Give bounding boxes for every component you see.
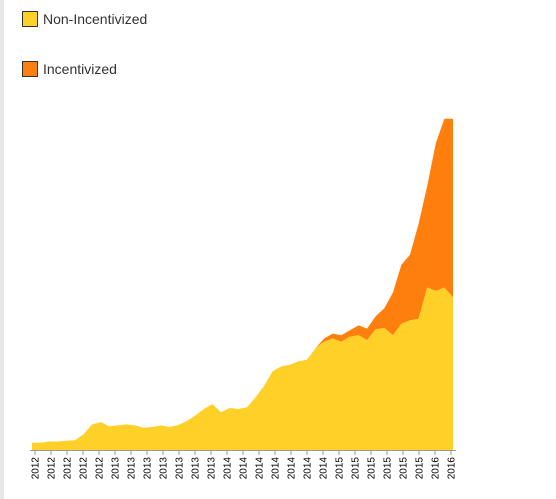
x-tick-label: 2012 xyxy=(31,457,42,480)
x-tick-label: 2013 xyxy=(175,457,186,480)
legend-item-incentivized[interactable]: Incentivized xyxy=(22,58,147,80)
x-tick-label: 2012 xyxy=(95,457,106,480)
x-tick-label: 2012 xyxy=(63,457,74,480)
legend-label-non-incentivized: Non-Incentivized xyxy=(43,11,148,27)
x-tick-label: 2014 xyxy=(319,457,330,480)
x-tick-label: 2016 xyxy=(431,457,442,480)
legend-item-non-incentivized[interactable]: Non-Incentivized xyxy=(22,8,147,30)
area-non-incentivized xyxy=(32,287,453,450)
x-tick-label: 2013 xyxy=(191,457,202,480)
x-tick-label: 2012 xyxy=(47,457,58,480)
x-tick-label: 2013 xyxy=(127,457,138,480)
x-tick-label: 2015 xyxy=(415,457,426,480)
left-border xyxy=(0,0,4,499)
x-tick-label: 2013 xyxy=(159,457,170,480)
x-tick-label: 2015 xyxy=(351,457,362,480)
x-tick-label: 2013 xyxy=(207,457,218,480)
x-tick-label: 2014 xyxy=(303,457,314,480)
x-tick-label: 2014 xyxy=(287,457,298,480)
x-tick-label: 2015 xyxy=(399,457,410,480)
x-tick-label: 2016 xyxy=(447,457,458,480)
x-tick-label: 2013 xyxy=(111,457,122,480)
legend-label-incentivized: Incentivized xyxy=(43,61,117,77)
x-tick-label: 2012 xyxy=(79,457,90,480)
x-tick-label: 2015 xyxy=(335,457,346,480)
legend-swatch-incentivized xyxy=(22,61,38,77)
x-tick-label: 2015 xyxy=(383,457,394,480)
x-tick-label: 2014 xyxy=(255,457,266,480)
x-tick-label: 2015 xyxy=(367,457,378,480)
x-tick-label: 2014 xyxy=(271,457,282,480)
legend-swatch-non-incentivized xyxy=(22,11,38,27)
x-tick-label: 2014 xyxy=(239,457,250,480)
legend: Non-Incentivized Incentivized xyxy=(22,8,147,108)
x-tick-label: 2014 xyxy=(223,457,234,480)
x-tick-label: 2013 xyxy=(143,457,154,480)
